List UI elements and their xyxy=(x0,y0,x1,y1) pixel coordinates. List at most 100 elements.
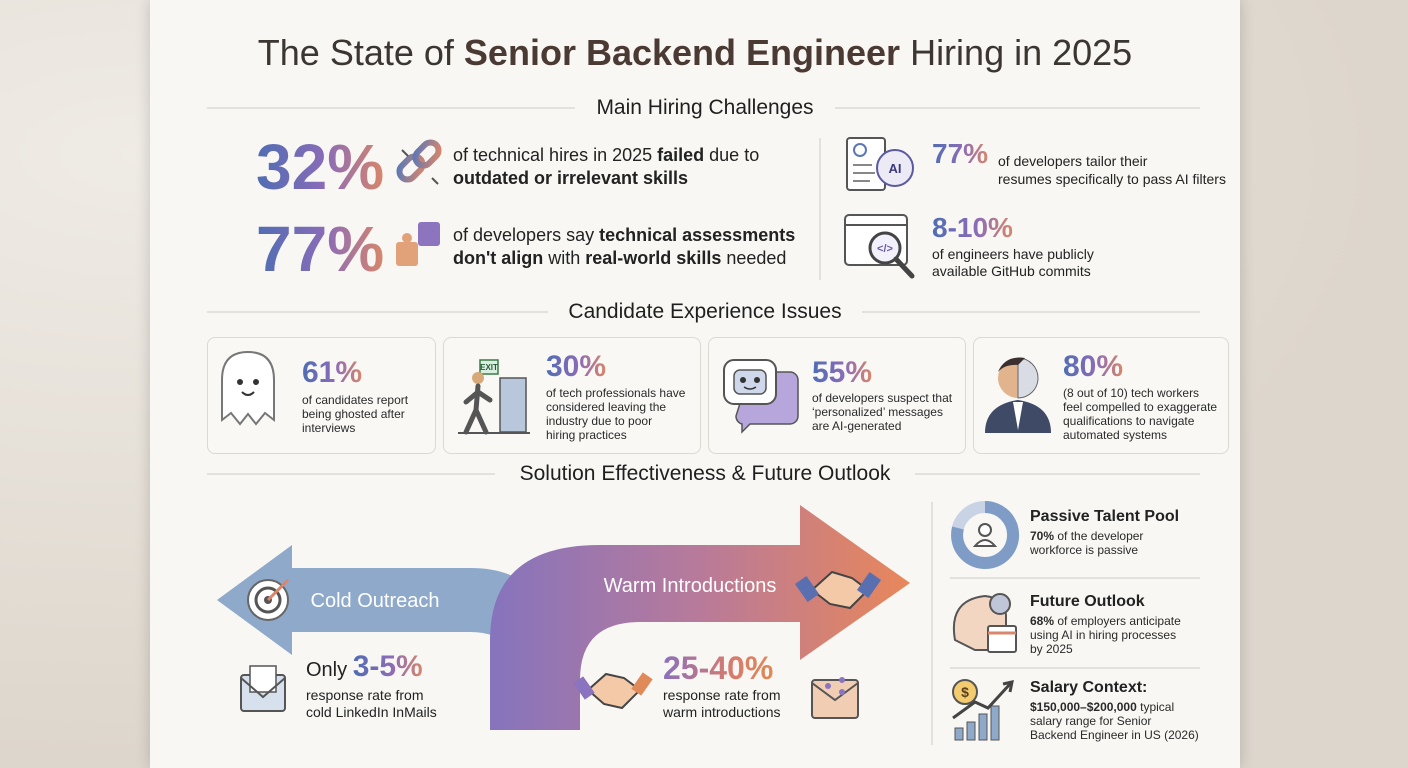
icon-shape xyxy=(253,379,259,385)
text-line: don't align with real-world skills neede… xyxy=(453,247,795,270)
icon-shape xyxy=(990,705,1000,741)
text-line: considered leaving the xyxy=(546,400,667,414)
text-part: of technical hires in 2025 xyxy=(453,145,658,165)
text-line: of technical hires in 2025 failed due to xyxy=(453,144,759,167)
text-part: of the developer xyxy=(1054,529,1144,543)
icon-shape xyxy=(951,500,1020,569)
text-line: of developers say technical assessments xyxy=(453,224,795,247)
text-part: failed xyxy=(657,145,705,165)
icon-shape xyxy=(249,665,277,693)
stat-text: of engineers have publicly available GitH… xyxy=(932,246,1094,280)
text-part: due to xyxy=(704,145,760,165)
outlook-text: $150,000–$200,000 typical salary range fo… xyxy=(1030,700,1199,742)
title: The State of Senior Backend Engineer Hir… xyxy=(150,32,1240,74)
cold-text: response rate from cold LinkedIn InMails xyxy=(306,687,437,721)
stat-text: of developers tailor their resumes specif… xyxy=(932,152,1226,188)
icon-shape xyxy=(412,139,442,169)
icon-shape xyxy=(998,357,1025,372)
text-part: of employers anticipate xyxy=(1054,614,1181,628)
icon-shape xyxy=(401,149,409,157)
text-line: $150,000–$200,000 typical xyxy=(1030,700,1199,714)
text-line: of tech professionals have xyxy=(546,386,686,400)
icon-shape xyxy=(396,139,442,183)
icon-shape xyxy=(1002,680,1014,693)
icon-shape xyxy=(954,705,1000,741)
card-value: 61% xyxy=(302,356,363,389)
text-part: don't align xyxy=(453,248,544,268)
icon-shape xyxy=(978,713,988,741)
icon-shape xyxy=(396,242,418,266)
title-lead: The State of xyxy=(257,32,464,73)
icon-shape xyxy=(221,350,275,426)
icon-shape xyxy=(396,153,426,183)
text-line: (8 out of 10) tech workers xyxy=(1063,386,1200,400)
icon-shape xyxy=(954,727,964,741)
text-line: industry due to poor xyxy=(546,414,653,428)
section-heading: Main Hiring Challenges xyxy=(596,96,814,119)
text-line: of developers tailor their xyxy=(998,153,1148,169)
icon-shape xyxy=(266,578,290,602)
title-tail: Hiring in 2025 xyxy=(900,32,1133,73)
text-line: available GitHub commits xyxy=(932,263,1091,279)
card-text: of developers suspect that ‘personalized’… xyxy=(812,391,952,433)
text-part: typical xyxy=(1136,700,1175,714)
text-line: qualifications to navigate xyxy=(1063,414,1195,428)
icon-shape xyxy=(966,721,976,741)
icon-shape xyxy=(402,233,412,243)
section-heading: Solution Effectiveness & Future Outlook xyxy=(519,462,891,485)
icon-shape xyxy=(952,682,1012,720)
cold-stat: Only 3-5% xyxy=(306,650,423,684)
icon-shape xyxy=(586,570,870,710)
text-line: of developers suspect that xyxy=(812,391,953,405)
icon-shape xyxy=(893,256,915,279)
outlook-title: Salary Context: xyxy=(1030,679,1148,696)
outlook-title: Passive Talent Pool xyxy=(1030,508,1180,525)
text-line: of engineers have publicly xyxy=(932,246,1094,262)
text-part: outdated or irrelevant skills xyxy=(453,168,689,188)
icon-shape xyxy=(740,377,746,383)
outlook-title: Future Outlook xyxy=(1030,593,1145,610)
outlook-text: 68% of employers anticipate using AI in h… xyxy=(1030,614,1181,656)
card-value: 80% xyxy=(1063,350,1124,383)
icon-shape xyxy=(586,672,642,710)
text-part: 70% xyxy=(1030,529,1055,543)
stat-value: 32% xyxy=(256,131,385,203)
icon-shape xyxy=(839,677,845,683)
stat-value: 77% xyxy=(932,138,989,169)
icon-label: AI xyxy=(889,161,902,176)
text-line: Backend Engineer in US (2026) xyxy=(1030,728,1199,742)
icon-shape xyxy=(876,149,914,187)
icon-shape xyxy=(856,571,882,599)
text-line: automated systems xyxy=(1063,428,1168,442)
text-part: real-world skills xyxy=(585,248,722,268)
icon-shape xyxy=(868,231,902,265)
text-line: being ghosted after xyxy=(302,407,405,421)
icon-shape xyxy=(853,164,875,182)
text-part: technical assessments xyxy=(599,225,796,245)
icon-shape xyxy=(733,369,767,395)
icon-label: </> xyxy=(877,243,893,255)
warm-text: response rate from warm introductions xyxy=(663,687,781,721)
icon-shape xyxy=(479,359,499,375)
title-emphasis: Senior Backend Engineer xyxy=(463,32,901,73)
icon-shape xyxy=(241,391,255,396)
icon-shape xyxy=(825,683,831,689)
card-text: (8 out of 10) tech workers feel compelled… xyxy=(1063,386,1217,442)
arrow-label: Warm Introductions xyxy=(604,575,777,597)
text-line: warm introductions xyxy=(663,704,781,720)
icon-shape xyxy=(573,676,595,700)
text-line: interviews xyxy=(302,421,356,435)
icon-shape xyxy=(254,586,282,614)
text-line: 68% of employers anticipate xyxy=(1030,614,1181,628)
text-line: using AI in hiring processes xyxy=(1030,628,1177,642)
card-value: 30% xyxy=(546,350,607,383)
icon-shape xyxy=(631,672,653,696)
warm-value: 25-40% xyxy=(663,650,774,686)
cold-value: 3-5% xyxy=(352,650,423,683)
text-part: $150,000–$200,000 xyxy=(1030,700,1137,714)
icon-shape xyxy=(972,539,998,547)
card-text: of candidates report being ghosted after i… xyxy=(302,393,408,435)
